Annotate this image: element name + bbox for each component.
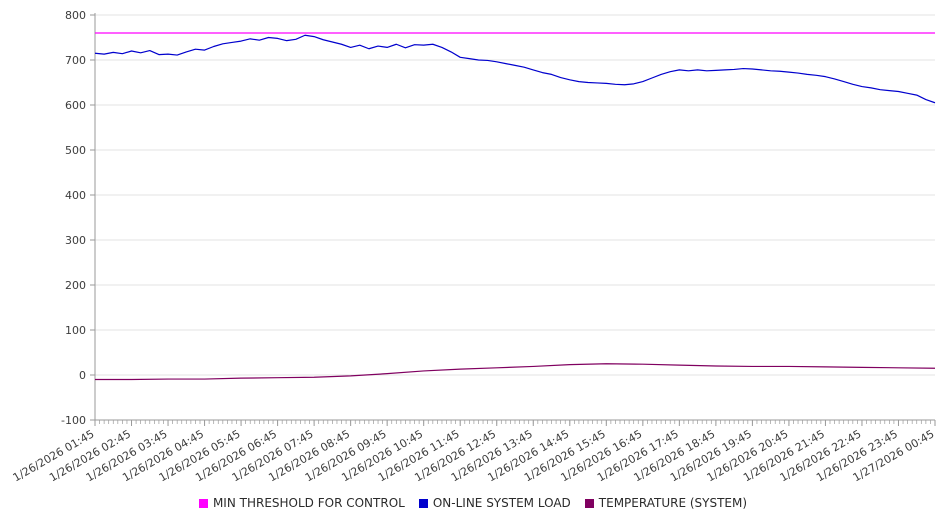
legend-label: MIN THRESHOLD FOR CONTROL (212, 496, 405, 510)
legend-item[interactable]: ON-LINE SYSTEM LOAD (418, 496, 571, 510)
y-axis-tick-label: 200 (65, 279, 86, 292)
y-axis-tick-label: 100 (65, 324, 86, 337)
y-axis-tick-label: 300 (65, 234, 86, 247)
legend-swatch-icon (418, 498, 428, 508)
y-axis-tick-label: 400 (65, 189, 86, 202)
y-axis-tick-label: 500 (65, 144, 86, 157)
legend-item[interactable]: MIN THRESHOLD FOR CONTROL (198, 496, 405, 510)
legend-label: TEMPERATURE (SYSTEM) (598, 496, 748, 510)
legend-swatch-icon (584, 498, 594, 508)
y-axis-tick-label: 600 (65, 99, 86, 112)
series-line-temperature-system- (95, 363, 936, 381)
series-line-on-line-system-load (94, 34, 936, 104)
y-axis-tick-label: 0 (79, 369, 86, 382)
legend-swatch-icon (198, 498, 208, 508)
y-axis-tick-label: 700 (65, 54, 86, 67)
y-axis-tick-label: 800 (65, 9, 86, 22)
chart-legend: MIN THRESHOLD FOR CONTROL ON-LINE SYSTEM … (0, 496, 946, 510)
legend-item[interactable]: TEMPERATURE (SYSTEM) (584, 496, 748, 510)
legend-label: ON-LINE SYSTEM LOAD (432, 496, 571, 510)
y-axis-tick-label: -100 (61, 414, 86, 427)
